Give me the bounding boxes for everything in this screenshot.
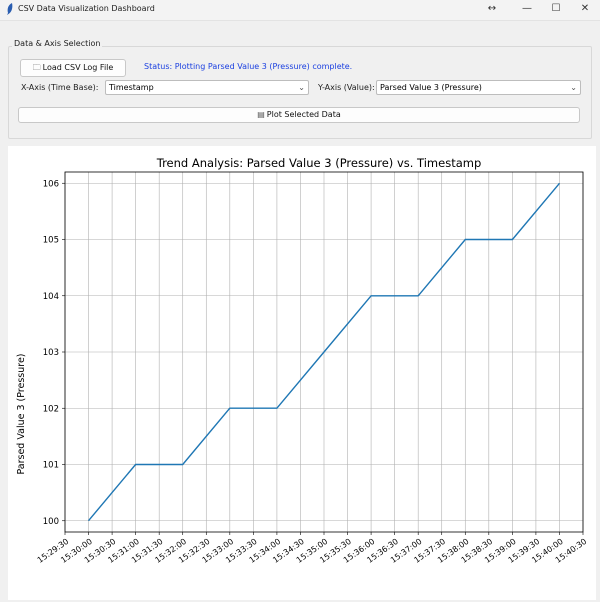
chart-icon: ▤ <box>257 110 265 119</box>
y-tick-label: 101 <box>43 461 59 471</box>
y-axis-value: Parsed Value 3 (Pressure) <box>380 83 482 92</box>
plot-frame <box>64 171 584 533</box>
folder-icon: 🗀 <box>32 63 41 72</box>
plot-selected-label: Plot Selected Data <box>266 110 341 119</box>
y-tick-label: 100 <box>43 517 59 527</box>
pressure-series-line <box>87 182 561 522</box>
chevron-down-icon: ⌄ <box>570 83 577 92</box>
y-tick-label: 105 <box>43 236 59 246</box>
plot-selected-button[interactable]: ▤ Plot Selected Data <box>18 107 580 123</box>
minimize-button[interactable]: — <box>522 3 532 14</box>
y-axis-select[interactable]: Parsed Value 3 (Pressure) ⌄ <box>376 80 581 95</box>
y-tick-label: 104 <box>43 292 59 302</box>
x-axis-value: Timestamp <box>109 83 154 92</box>
y-tick-label: 106 <box>43 179 59 189</box>
plot-canvas: Trend Analysis: Parsed Value 3 (Pressure… <box>8 146 596 600</box>
load-csv-label: Load CSV Log File <box>42 63 114 72</box>
chart-title: Trend Analysis: Parsed Value 3 (Pressure… <box>156 156 482 170</box>
axis-ticks: 15:29:3015:30:0015:30:3015:31:0015:31:30… <box>36 179 589 565</box>
feather-icon <box>7 3 13 15</box>
title-bar: CSV Data Visualization Dashboard ↔ — ☐ ✕ <box>0 0 600 21</box>
close-button[interactable]: ✕ <box>580 3 590 14</box>
group-title: Data & Axis Selection <box>12 39 103 48</box>
maximize-button[interactable]: ☐ <box>551 3 561 14</box>
window-title: CSV Data Visualization Dashboard <box>18 4 155 13</box>
chevron-down-icon: ⌄ <box>298 83 305 92</box>
y-tick-label: 103 <box>43 348 59 358</box>
x-axis-select[interactable]: Timestamp ⌄ <box>105 80 309 95</box>
x-axis-label: X-Axis (Time Base): <box>21 83 99 92</box>
series-layer <box>87 182 561 522</box>
status-text: Status: Plotting Parsed Value 3 (Pressur… <box>144 62 353 71</box>
trend-chart: Trend Analysis: Parsed Value 3 (Pressure… <box>16 156 589 565</box>
y-axis-title: Parsed Value 3 (Pressure) <box>16 353 27 474</box>
load-csv-button[interactable]: 🗀 Load CSV Log File <box>20 59 126 77</box>
resize-icon[interactable]: ↔ <box>487 3 497 14</box>
y-axis-label: Y-Axis (Value): <box>318 83 375 92</box>
y-tick-label: 102 <box>43 404 59 414</box>
